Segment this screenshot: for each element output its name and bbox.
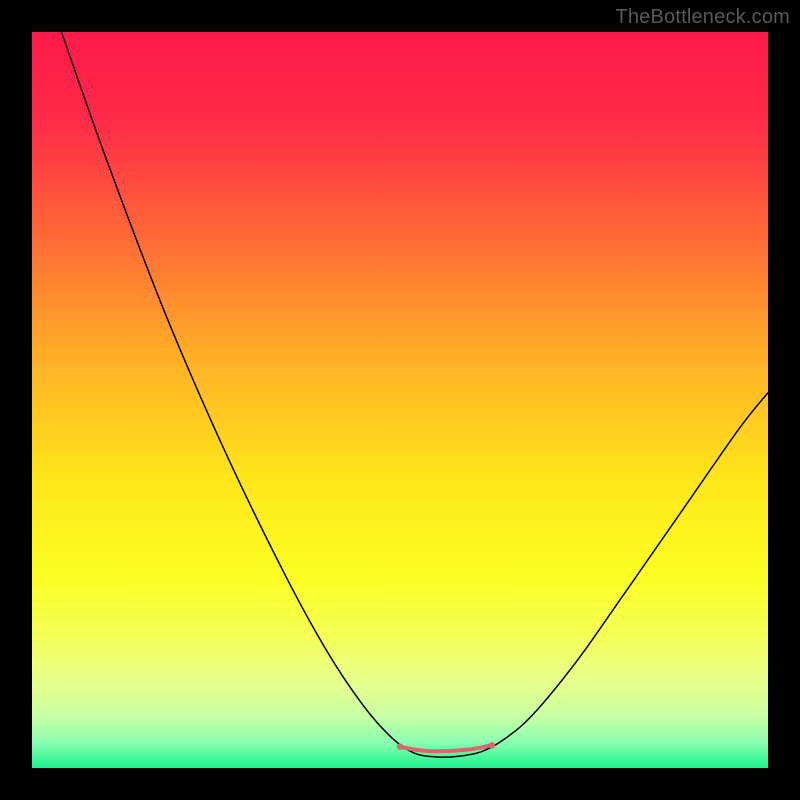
chart-frame: TheBottleneck.com: [0, 0, 800, 800]
optimal-band-end: [489, 742, 495, 748]
watermark-text: TheBottleneck.com: [615, 6, 790, 29]
optimal-band-start: [397, 743, 403, 749]
chart-svg: [32, 32, 768, 768]
plot-area: [32, 32, 768, 768]
chart-background: [32, 32, 768, 768]
